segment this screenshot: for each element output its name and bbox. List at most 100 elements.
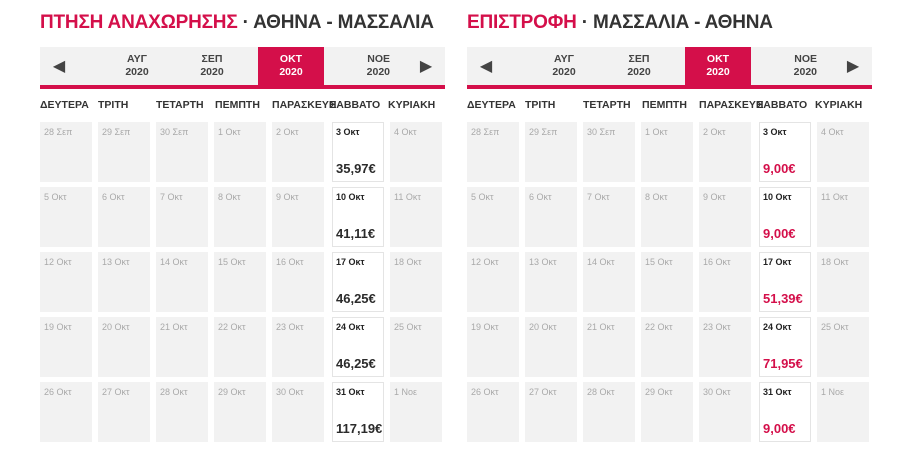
chevron-right-icon: ▶	[419, 58, 433, 75]
departure-month-tab-nov[interactable]: ΝΟΕ 2020	[366, 53, 390, 78]
day-date: 13 Οκτ	[529, 257, 557, 267]
weekday-label: ΣΑΒΒΑΤΟ	[757, 99, 808, 111]
return-next-month-button[interactable]: ▶	[834, 47, 872, 85]
day-date: 23 Οκτ	[276, 322, 304, 332]
chevron-right-icon: ▶	[846, 58, 860, 75]
day-date: 4 Οκτ	[394, 127, 417, 137]
day-cell-unavailable: 23 Οκτ	[272, 317, 324, 377]
departure-next-month-button[interactable]: ▶	[407, 47, 445, 85]
day-date: 17 Οκτ	[763, 257, 792, 267]
day-cell-available[interactable]: 31 Οκτ 9,00€	[759, 382, 811, 442]
day-date: 10 Οκτ	[336, 192, 365, 202]
day-cell-unavailable: 8 Οκτ	[641, 187, 693, 247]
return-month-tab-sep[interactable]: ΣΕΠ 2020	[627, 53, 651, 78]
day-cell-available[interactable]: 31 Οκτ 117,19€	[332, 382, 384, 442]
day-date: 13 Οκτ	[102, 257, 130, 267]
day-cell-available[interactable]: 17 Οκτ 46,25€	[332, 252, 384, 312]
day-cell-unavailable: 14 Οκτ	[583, 252, 635, 312]
departure-title: ΠΤΗΣΗ ΑΝΑΧΩΡΗΣΗΣ · ΑΘΗΝΑ - ΜΑΣΣΑΛΙΑ	[40, 11, 434, 35]
day-cell-unavailable: 1 Οκτ	[214, 122, 266, 182]
day-cell-unavailable: 1 Οκτ	[641, 122, 693, 182]
day-cell-unavailable: 15 Οκτ	[641, 252, 693, 312]
day-date: 31 Οκτ	[336, 387, 365, 397]
day-date: 7 Οκτ	[587, 192, 610, 202]
departure-month-tab-aug[interactable]: ΑΥΓ 2020	[125, 53, 149, 78]
day-date: 26 Οκτ	[471, 387, 499, 397]
return-month-tab-aug[interactable]: ΑΥΓ 2020	[552, 53, 576, 78]
day-cell-unavailable: 12 Οκτ	[40, 252, 92, 312]
day-cell-unavailable: 18 Οκτ	[390, 252, 442, 312]
day-cell-available[interactable]: 3 Οκτ 35,97€	[332, 122, 384, 182]
day-cell-unavailable: 19 Οκτ	[40, 317, 92, 377]
departure-month-tab-sep[interactable]: ΣΕΠ 2020	[200, 53, 224, 78]
day-date: 21 Οκτ	[587, 322, 615, 332]
day-date: 20 Οκτ	[529, 322, 557, 332]
day-cell-unavailable: 7 Οκτ	[156, 187, 208, 247]
day-cell-unavailable: 30 Σεπ	[156, 122, 208, 182]
day-cell-unavailable: 19 Οκτ	[467, 317, 519, 377]
day-date: 1 Οκτ	[218, 127, 241, 137]
weekday-label: ΚΥΡΙΑΚΗ	[388, 99, 436, 111]
day-date: 20 Οκτ	[102, 322, 130, 332]
day-date: 11 Οκτ	[394, 192, 421, 202]
weekday-label: ΚΥΡΙΑΚΗ	[815, 99, 863, 111]
day-date: 5 Οκτ	[44, 192, 67, 202]
weekday-label: ΠΕΜΠΤΗ	[642, 99, 687, 111]
day-date: 29 Οκτ	[645, 387, 673, 397]
day-date: 25 Οκτ	[821, 322, 849, 332]
day-date: 14 Οκτ	[587, 257, 615, 267]
day-date: 15 Οκτ	[645, 257, 673, 267]
day-cell-available[interactable]: 24 Οκτ 46,25€	[332, 317, 384, 377]
day-date: 9 Οκτ	[703, 192, 726, 202]
return-month-tab-nov[interactable]: ΝΟΕ 2020	[793, 53, 817, 78]
day-cell-available[interactable]: 3 Οκτ 9,00€	[759, 122, 811, 182]
day-cell-unavailable: 25 Οκτ	[817, 317, 869, 377]
departure-prev-month-button[interactable]: ◀	[40, 47, 78, 85]
day-cell-unavailable: 28 Οκτ	[583, 382, 635, 442]
day-cell-unavailable: 27 Οκτ	[525, 382, 577, 442]
return-calendar: ΕΠΙΣΤΡΟΦΗ · ΜΑΣΣΑΛΙΑ - ΑΘΗΝΑ ◀ ΑΥΓ 2020 Σ…	[467, 0, 872, 452]
return-month-tab-oct[interactable]: ΟΚΤ 2020	[685, 47, 751, 85]
day-date: 12 Οκτ	[471, 257, 499, 267]
weekday-label: ΠΑΡΑΣΚΕΥΗ	[272, 99, 337, 111]
day-date: 23 Οκτ	[703, 322, 731, 332]
day-cell-available[interactable]: 24 Οκτ 71,95€	[759, 317, 811, 377]
day-cell-available[interactable]: 17 Οκτ 51,39€	[759, 252, 811, 312]
weekday-label: ΤΡΙΤΗ	[98, 99, 129, 111]
day-price: 46,25€	[336, 291, 376, 306]
weekday-label: ΔΕΥΤΕΡΑ	[40, 99, 89, 111]
day-date: 4 Οκτ	[821, 127, 844, 137]
return-month-bar: ◀ ΑΥΓ 2020 ΣΕΠ 2020 ΟΚΤ 2020 ΝΟΕ 2020 ▶	[467, 47, 872, 89]
day-cell-unavailable: 28 Σεπ	[467, 122, 519, 182]
day-cell-unavailable: 2 Οκτ	[272, 122, 324, 182]
day-cell-unavailable: 5 Οκτ	[467, 187, 519, 247]
day-cell-unavailable: 27 Οκτ	[98, 382, 150, 442]
day-price: 9,00€	[763, 421, 796, 436]
day-cell-available[interactable]: 10 Οκτ 9,00€	[759, 187, 811, 247]
day-cell-unavailable: 13 Οκτ	[98, 252, 150, 312]
day-date: 21 Οκτ	[160, 322, 188, 332]
chevron-left-icon: ◀	[479, 58, 493, 75]
day-cell-unavailable: 25 Οκτ	[390, 317, 442, 377]
day-price: 46,25€	[336, 356, 376, 371]
return-prev-month-button[interactable]: ◀	[467, 47, 505, 85]
day-cell-unavailable: 29 Οκτ	[641, 382, 693, 442]
day-cell-unavailable: 28 Σεπ	[40, 122, 92, 182]
day-cell-unavailable: 26 Οκτ	[467, 382, 519, 442]
chevron-left-icon: ◀	[52, 58, 66, 75]
day-cell-unavailable: 6 Οκτ	[525, 187, 577, 247]
day-cell-unavailable: 14 Οκτ	[156, 252, 208, 312]
departure-title-label: ΠΤΗΣΗ ΑΝΑΧΩΡΗΣΗΣ	[40, 12, 238, 33]
day-date: 28 Σεπ	[471, 127, 500, 137]
day-date: 29 Σεπ	[102, 127, 131, 137]
day-cell-unavailable: 12 Οκτ	[467, 252, 519, 312]
departure-month-tab-oct[interactable]: ΟΚΤ 2020	[258, 47, 324, 85]
day-cell-unavailable: 15 Οκτ	[214, 252, 266, 312]
day-cell-unavailable: 22 Οκτ	[214, 317, 266, 377]
day-cell-unavailable: 30 Οκτ	[699, 382, 751, 442]
day-cell-unavailable: 29 Σεπ	[98, 122, 150, 182]
day-cell-unavailable: 6 Οκτ	[98, 187, 150, 247]
day-cell-available[interactable]: 10 Οκτ 41,11€	[332, 187, 384, 247]
day-cell-unavailable: 4 Οκτ	[817, 122, 869, 182]
day-date: 3 Οκτ	[763, 127, 787, 137]
